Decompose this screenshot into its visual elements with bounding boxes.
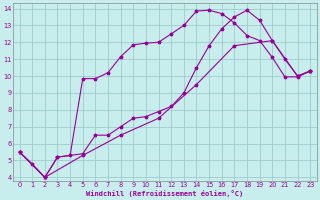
X-axis label: Windchill (Refroidissement éolien,°C): Windchill (Refroidissement éolien,°C) bbox=[86, 190, 244, 197]
